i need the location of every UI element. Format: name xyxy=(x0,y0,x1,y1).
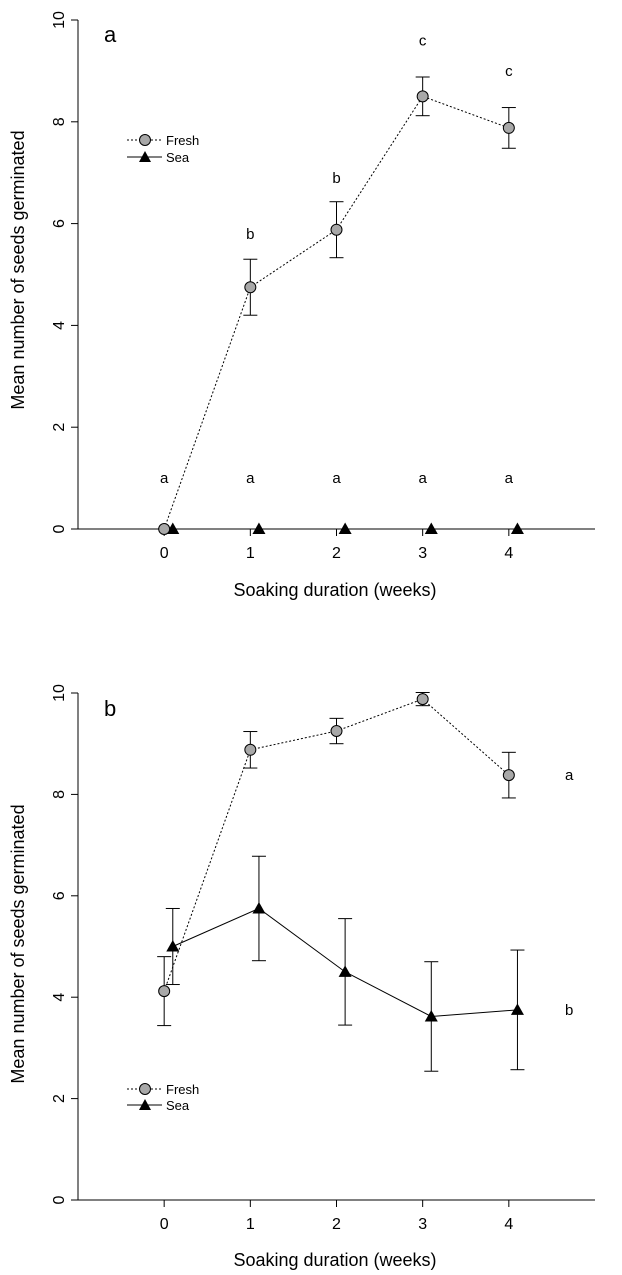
x-tick-label: 1 xyxy=(246,1216,255,1233)
panel-a-series xyxy=(158,76,524,535)
y-tick-label: 2 xyxy=(51,1094,68,1103)
fresh-data-point xyxy=(158,985,171,998)
y-tick-label: 2 xyxy=(51,423,68,432)
y-tick-label: 4 xyxy=(51,321,68,330)
y-tick-label: 0 xyxy=(51,1195,68,1204)
panel-a-legend: Fresh Sea xyxy=(127,133,199,165)
panel-a-label: a xyxy=(104,22,117,47)
panel-b-x-ticks: 0 1 2 3 4 xyxy=(160,1200,513,1233)
sea-data-point xyxy=(424,522,438,534)
significance-letter: b xyxy=(565,1002,573,1019)
legend-fresh-marker xyxy=(139,1083,151,1095)
legend-fresh-label: Fresh xyxy=(166,1082,199,1097)
significance-letter: b xyxy=(332,170,340,187)
fresh-data-point xyxy=(416,90,429,103)
fresh-series-line xyxy=(163,95,510,530)
sea-data-point xyxy=(338,522,352,534)
panel-a-axes xyxy=(77,20,595,530)
sea-data-point xyxy=(510,522,524,534)
legend-fresh-marker xyxy=(139,134,151,146)
x-tick-label: 3 xyxy=(418,545,427,562)
panel-a-y-ticks: 0 2 4 6 8 10 xyxy=(51,11,78,533)
panel-a-y-axis-title: Mean number of seeds germinated xyxy=(8,130,28,409)
x-tick-label: 3 xyxy=(418,1216,427,1233)
y-tick-label: 4 xyxy=(51,993,68,1002)
significance-letter: c xyxy=(419,32,427,49)
panel-b-y-axis-title: Mean number of seeds germinated xyxy=(8,804,28,1083)
sea-data-point xyxy=(510,1003,524,1015)
sea-data-point xyxy=(166,940,180,952)
fresh-data-point xyxy=(502,121,515,134)
fresh-data-point xyxy=(244,743,257,756)
legend-sea-marker xyxy=(139,1099,151,1110)
x-tick-label: 0 xyxy=(160,545,169,562)
significance-letter: a xyxy=(418,470,427,487)
y-tick-label: 6 xyxy=(51,219,68,228)
legend-sea-label: Sea xyxy=(166,1098,190,1113)
significance-letter: a xyxy=(505,470,514,487)
y-tick-label: 10 xyxy=(51,11,68,29)
legend-sea-label: Sea xyxy=(166,150,190,165)
y-tick-label: 8 xyxy=(51,790,68,799)
significance-letter: a xyxy=(332,470,341,487)
fresh-data-point xyxy=(158,523,171,535)
sea-data-point xyxy=(338,965,352,977)
fresh-data-point xyxy=(502,769,515,782)
x-tick-label: 2 xyxy=(332,1216,341,1233)
fresh-data-point xyxy=(416,693,429,706)
significance-letter: a xyxy=(160,470,169,487)
significance-letter: c xyxy=(505,63,513,80)
x-tick-label: 0 xyxy=(160,1216,169,1233)
panel-a: 0 1 2 3 4 0 2 4 6 8 10 a Soaking duration (weeks)… xyxy=(8,11,595,600)
sea-data-point xyxy=(252,522,266,534)
fresh-data-point xyxy=(330,725,343,738)
panel-b: 0 1 2 3 4 0 2 4 6 8 10 b Soaking duration (weeks)… xyxy=(8,684,595,1270)
y-tick-label: 10 xyxy=(51,684,68,702)
panel-b-y-ticks: 0 2 4 6 8 10 xyxy=(51,684,78,1204)
significance-letter: b xyxy=(246,226,254,243)
sea-data-point xyxy=(252,901,266,914)
legend-fresh-label: Fresh xyxy=(166,133,199,148)
x-tick-label: 2 xyxy=(332,545,341,562)
fresh-data-point xyxy=(330,223,343,236)
sea-data-point xyxy=(424,1009,438,1022)
panel-b-label: b xyxy=(104,696,116,721)
x-tick-label: 4 xyxy=(504,1216,513,1233)
y-tick-label: 0 xyxy=(51,524,68,533)
panel-a-annotations: a a a a a b b c c xyxy=(160,32,514,487)
panel-b-annotations: ab xyxy=(565,767,574,1019)
x-tick-label: 4 xyxy=(504,545,513,562)
panel-b-x-axis-title: Soaking duration (weeks) xyxy=(233,1250,436,1270)
panel-b-legend: Fresh Sea xyxy=(127,1082,199,1113)
legend-sea-marker xyxy=(139,151,151,162)
y-tick-label: 6 xyxy=(51,891,68,900)
x-tick-label: 1 xyxy=(246,545,255,562)
significance-letter: a xyxy=(246,470,255,487)
panel-a-x-ticks: 0 1 2 3 4 xyxy=(160,529,513,562)
significance-letter: a xyxy=(565,767,574,784)
panel-a-x-axis-title: Soaking duration (weeks) xyxy=(233,580,436,600)
fresh-data-point xyxy=(244,281,257,294)
panel-b-axes xyxy=(77,693,595,1201)
panel-b-series xyxy=(157,691,525,1072)
y-tick-label: 8 xyxy=(51,117,68,126)
